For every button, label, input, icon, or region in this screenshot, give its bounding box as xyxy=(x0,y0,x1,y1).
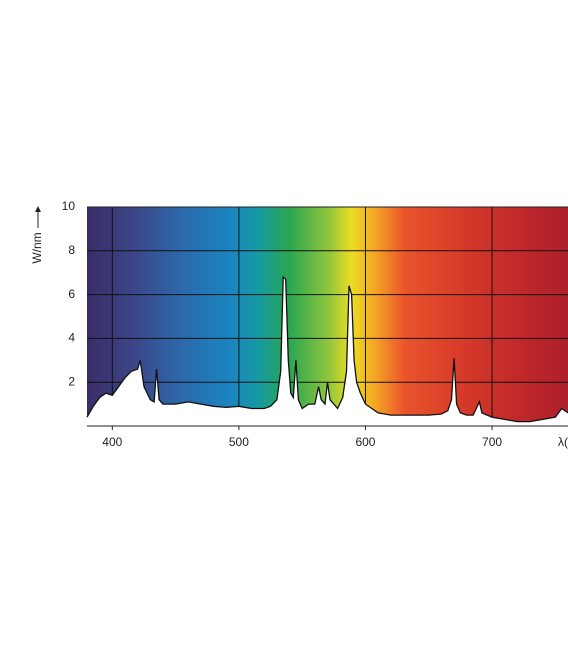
x-tick-label: 500 xyxy=(229,435,249,449)
area-fill xyxy=(87,277,568,426)
spectrum-line xyxy=(86,275,568,423)
y-tick-label: 8 xyxy=(68,243,75,257)
y-tick-label: 10 xyxy=(62,199,76,213)
x-tick-label: 600 xyxy=(355,435,375,449)
y-tick-label: 4 xyxy=(68,331,75,345)
x-tick-label: 700 xyxy=(482,435,502,449)
y-axis-arrowhead xyxy=(35,206,41,212)
y-tick-label: 6 xyxy=(68,287,75,301)
y-tick-label: 2 xyxy=(68,374,75,388)
x-tick-label: 400 xyxy=(102,435,122,449)
y-axis-label: W/nm xyxy=(30,232,44,263)
x-axis-label: λ( xyxy=(558,435,568,449)
